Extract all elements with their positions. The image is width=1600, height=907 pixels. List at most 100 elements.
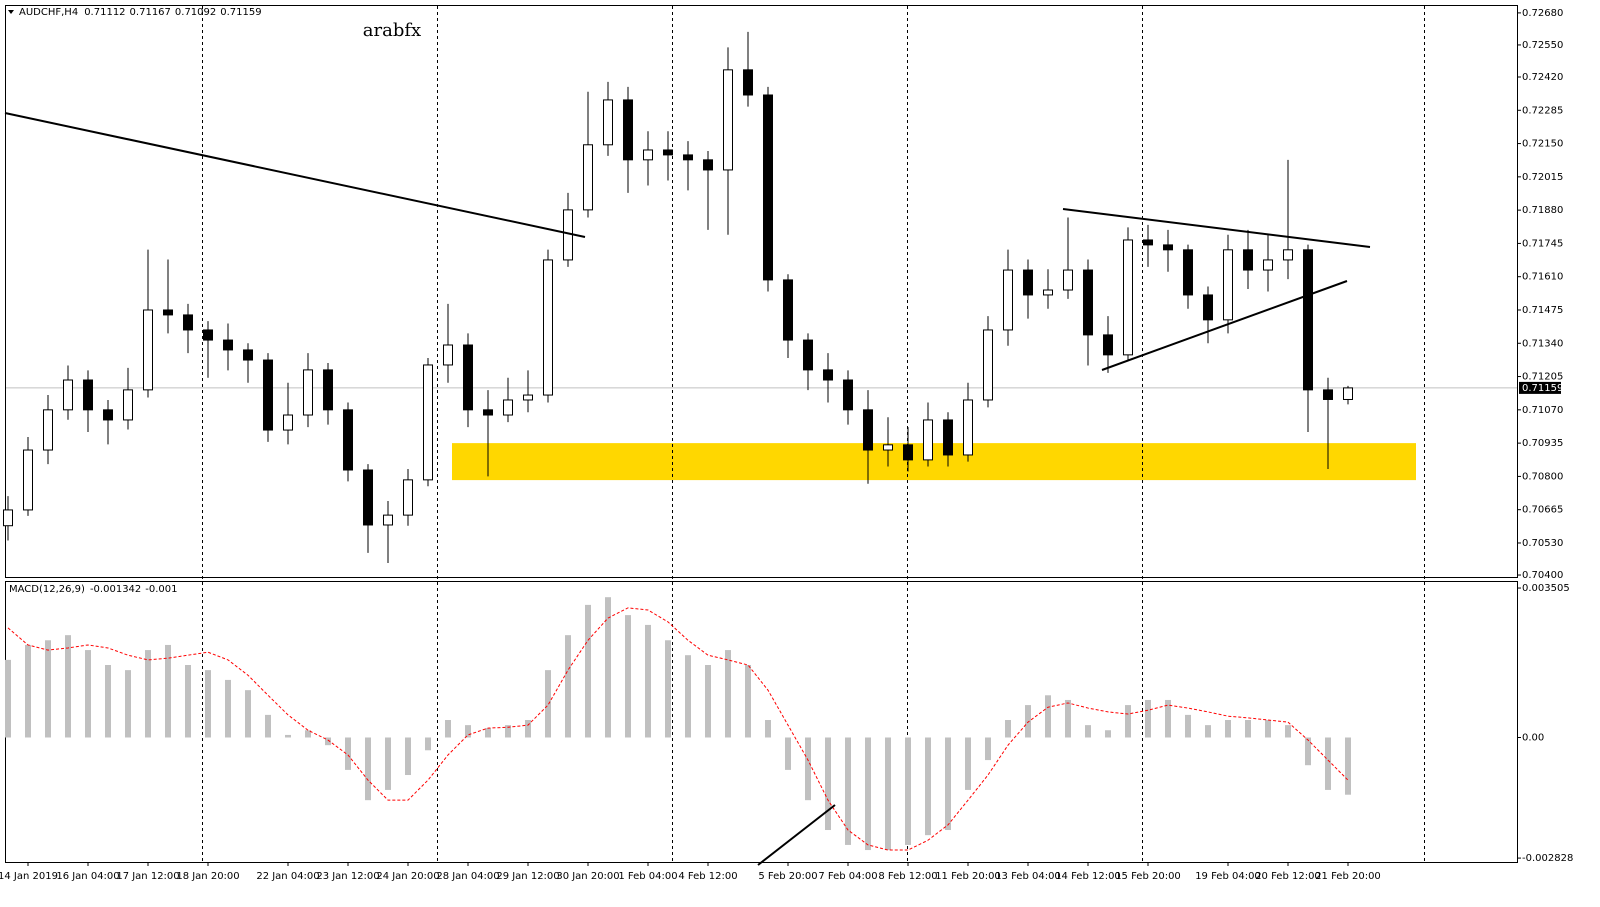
macd-bar — [545, 670, 551, 738]
macd-bar — [665, 640, 671, 738]
candle-body — [783, 279, 793, 341]
macd-bar — [1105, 730, 1111, 738]
candle-body — [1283, 249, 1293, 261]
macd-bar — [1185, 714, 1191, 738]
candle-body — [1023, 269, 1033, 296]
candle-body — [123, 389, 133, 421]
candle-body — [243, 349, 253, 361]
y-tick-label: 0.003505 — [1522, 583, 1570, 594]
macd-bar — [25, 644, 31, 738]
candle-body — [863, 409, 873, 451]
x-tick-label: 19 Feb 04:00 — [1195, 871, 1261, 882]
macd-bar — [385, 737, 391, 790]
triangle-lower-line — [1101, 280, 1348, 371]
x-tick-label: 24 Jan 20:00 — [376, 871, 439, 882]
macd-bar — [845, 737, 851, 845]
candle-body — [263, 359, 273, 431]
y-tick-label: 0.71745 — [1522, 238, 1563, 249]
macd-bar — [485, 728, 491, 738]
macd-bar — [1205, 725, 1211, 738]
y-tick-label: 0.70935 — [1522, 438, 1563, 449]
candle-body — [1163, 244, 1173, 251]
y-tick-label: 0.70800 — [1522, 471, 1563, 482]
macd-bar — [585, 604, 591, 738]
x-tick-label: 5 Feb 20:00 — [758, 871, 817, 882]
macd-bar — [965, 737, 971, 790]
candle-body — [1063, 269, 1073, 291]
macd-bar — [1025, 705, 1031, 738]
x-tick-label: 14 Jan 2019 — [0, 871, 58, 882]
macd-bar — [925, 737, 931, 836]
y-tick-label: 0.71475 — [1522, 305, 1563, 316]
macd-bar — [1045, 695, 1051, 738]
macd-bar — [325, 737, 331, 746]
macd-bar — [145, 650, 151, 738]
macd-bar — [625, 615, 631, 738]
macd-bar — [205, 670, 211, 738]
macd-value: -0.001342 — [90, 584, 141, 595]
candle-body — [1143, 239, 1153, 246]
candle-body — [23, 449, 33, 511]
watermark: arabfx — [363, 20, 421, 41]
open-value: 0.71112 — [84, 7, 125, 18]
candle-body — [1243, 249, 1253, 271]
x-tick-label: 30 Jan 20:00 — [556, 871, 619, 882]
high-value: 0.71167 — [130, 7, 171, 18]
macd-bar — [425, 737, 431, 751]
macd-bar — [945, 737, 951, 831]
macd-bar — [265, 714, 271, 738]
candle-body — [1003, 269, 1013, 331]
macd-bar — [765, 720, 771, 738]
candle-body — [203, 329, 213, 341]
header-arrow — [8, 10, 14, 14]
macd-bar — [705, 665, 711, 738]
macd-bar — [105, 665, 111, 738]
candle-body — [543, 259, 553, 396]
macd-bar — [745, 665, 751, 738]
x-tick-label: 17 Jan 12:00 — [116, 871, 179, 882]
candle-body — [623, 99, 633, 161]
y-tick-label: 0.00 — [1522, 732, 1544, 743]
macd-bar — [1005, 720, 1011, 738]
candle-body — [603, 99, 613, 146]
candle-body — [1083, 269, 1093, 336]
candle-body — [1223, 249, 1233, 321]
macd-bar — [185, 665, 191, 738]
macd-bar — [1265, 720, 1271, 738]
candle-body — [43, 409, 53, 451]
macd-bar — [1085, 725, 1091, 738]
candle-body — [483, 409, 493, 416]
macd-bar — [1065, 699, 1071, 738]
x-tick-label: 20 Feb 12:00 — [1255, 871, 1321, 882]
signal-value: -0.001 — [145, 584, 177, 595]
y-tick-label: 0.70400 — [1522, 570, 1563, 581]
candle-body — [443, 344, 453, 366]
plot-layer — [3, 31, 1517, 851]
x-tick-label: 22 Jan 04:00 — [256, 871, 319, 882]
candle-body — [103, 409, 113, 421]
macd-bar — [605, 597, 611, 738]
macd-bar — [85, 650, 91, 738]
candle-body — [903, 444, 913, 461]
y-tick-label: 0.72550 — [1522, 40, 1563, 51]
candle-body — [503, 399, 513, 416]
y-tick-label: 0.71070 — [1522, 405, 1563, 416]
macd-bar — [1165, 699, 1171, 738]
y-tick-label: 0.72285 — [1522, 105, 1563, 116]
candle-body — [883, 444, 893, 451]
signal-line — [7, 607, 1349, 851]
period-separators — [202, 6, 1425, 862]
candle-body — [63, 379, 73, 411]
candle-body — [663, 149, 673, 156]
macd-bar — [125, 670, 131, 738]
macd-bar — [645, 624, 651, 738]
x-tick-label: 4 Feb 12:00 — [678, 871, 737, 882]
close-value: 0.71159 — [220, 7, 261, 18]
candle-body — [943, 419, 953, 456]
macd-bar — [365, 737, 371, 801]
macd-bar — [1145, 699, 1151, 738]
x-tick-label: 13 Feb 04:00 — [995, 871, 1061, 882]
candle-body — [283, 414, 293, 431]
macd-trendline — [757, 804, 836, 866]
